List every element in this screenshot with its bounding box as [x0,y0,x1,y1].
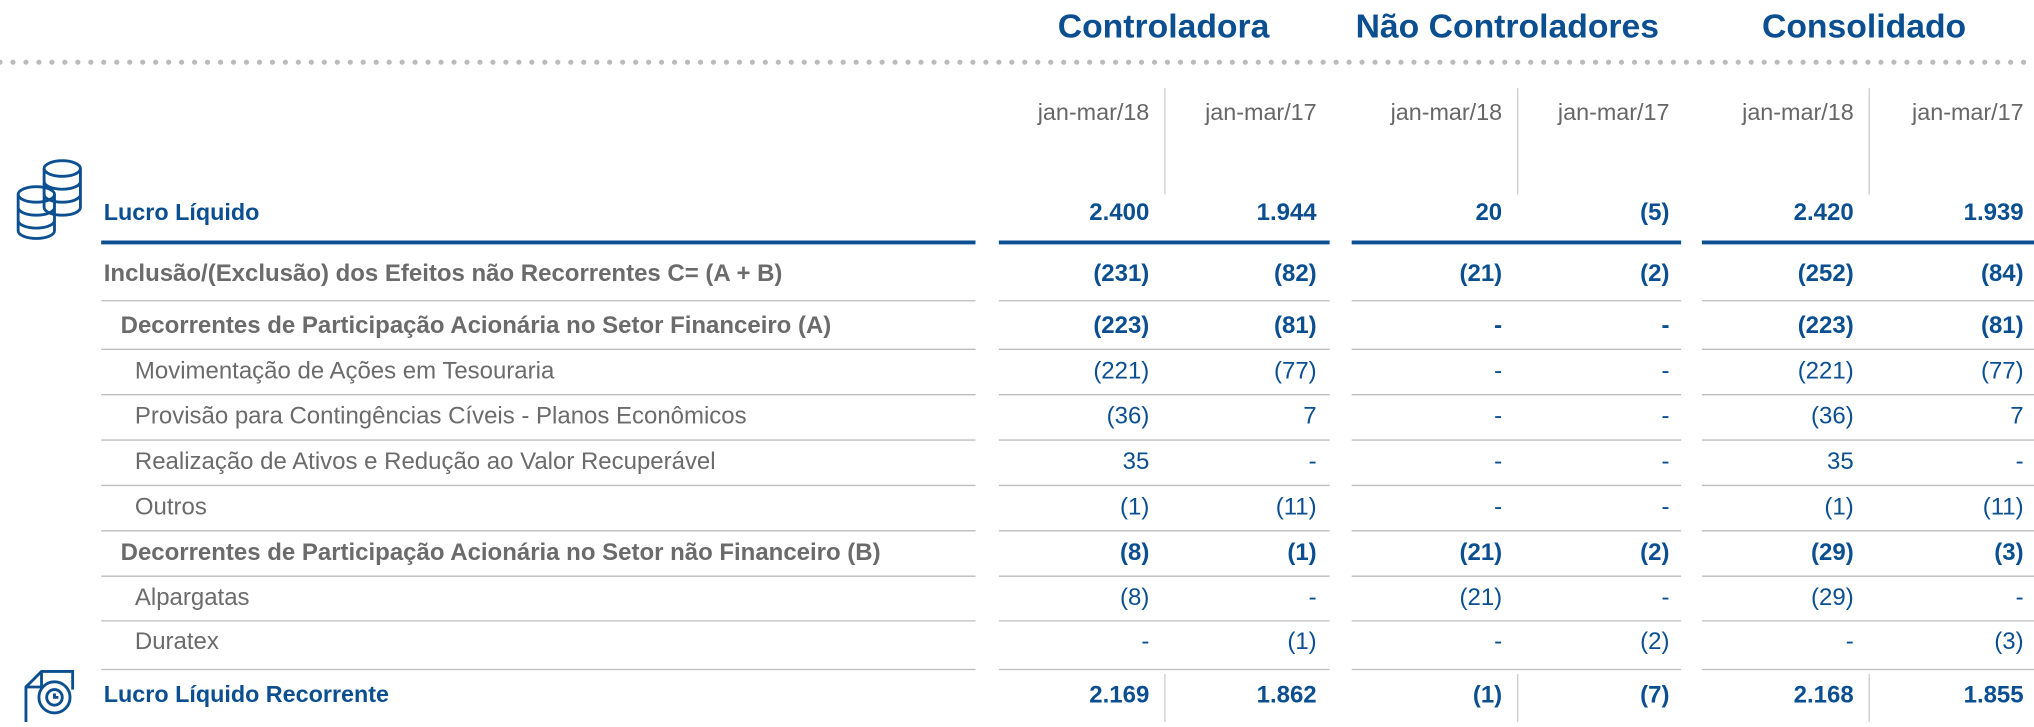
row-label: Decorrentes de Participação Acionária no… [121,539,881,566]
cell-value: - [1309,584,1317,611]
period-header: jan-mar/17 [1911,99,2024,125]
row-label: Decorrentes de Participação Acionária no… [121,312,832,339]
cell-value: 35 [1827,448,1854,475]
cell-value: - [1494,448,1502,475]
row-label: Provisão para Contingências Cíveis - Pla… [135,403,747,430]
cell-value: (82) [1274,260,1317,287]
cell-value: (2) [1640,628,1669,655]
row-label: Alpargatas [135,584,250,611]
cell-value: (84) [1981,260,2024,287]
period-header: jan-mar/18 [1390,99,1503,125]
cell-value: - [1662,403,1670,430]
group-header: Não Controladores [1356,7,1659,45]
cell-value: (36) [1107,403,1150,430]
cell-value: (21) [1460,539,1503,566]
cell-value: (1) [1287,539,1316,566]
cell-value: - [1662,584,1670,611]
cell-value: (1) [1473,681,1502,708]
cell-value: 1.855 [1964,681,2024,708]
cell-value: (8) [1120,539,1149,566]
cell-value: (1) [1824,493,1853,520]
cell-value: (2) [1640,539,1669,566]
cell-value: - [1846,628,1854,655]
cell-value: (77) [1981,357,2024,384]
period-header: jan-mar/17 [1204,99,1317,125]
cell-value: 7 [1303,403,1316,430]
cell-value: (3) [1994,539,2023,566]
cell-value: 1.944 [1257,199,1318,226]
cell-value: 2.400 [1089,199,1149,226]
cell-value: (1) [1287,628,1316,655]
cell-value: - [1141,628,1149,655]
cell-value: - [2016,584,2024,611]
cell-value: (2) [1640,260,1669,287]
row-label: Duratex [135,628,219,655]
period-header: jan-mar/17 [1557,99,1670,125]
cell-value: - [1494,403,1502,430]
row-label: Outros [135,493,207,520]
cell-value: - [1494,312,1502,339]
cell-value: - [1309,448,1317,475]
cell-value: - [1494,357,1502,384]
cell-value: 7 [2010,403,2023,430]
cell-value: (7) [1640,681,1669,708]
cell-value: - [1662,312,1670,339]
row-label: Lucro Líquido Recorrente [104,681,389,707]
cell-value: - [1494,628,1502,655]
cell-value: (29) [1811,584,1854,611]
cell-value: (36) [1811,403,1854,430]
cell-value: 2.420 [1794,199,1854,226]
cell-value: 2.168 [1794,681,1854,708]
period-header: jan-mar/18 [1037,99,1150,125]
group-header: Consolidado [1762,7,1966,45]
cell-value: (3) [1994,628,2023,655]
cell-value: (5) [1640,199,1669,226]
cell-value: (223) [1798,312,1854,339]
cell-value: (221) [1798,357,1854,384]
cell-value: (81) [1981,312,2024,339]
row-label: Lucro Líquido [104,199,260,225]
row-label: Realização de Ativos e Redução ao Valor … [135,448,716,475]
cell-value: 2.169 [1089,681,1149,708]
coins-icon [16,159,82,240]
row-label: Inclusão/(Exclusão) dos Efeitos não Reco… [104,260,783,287]
cell-value: (81) [1274,312,1317,339]
cell-value: (252) [1798,260,1854,287]
cell-value: (1) [1120,493,1149,520]
cell-value: (223) [1093,312,1149,339]
cell-value: - [1662,448,1670,475]
cell-value: - [1494,493,1502,520]
row-label: Movimentação de Ações em Tesouraria [135,357,555,384]
cell-value: (21) [1460,584,1503,611]
period-header: jan-mar/18 [1741,99,1854,125]
group-header: Controladora [1058,7,1270,45]
cell-value: (8) [1120,584,1149,611]
cell-value: 1.939 [1964,199,2024,226]
cell-value: 20 [1475,199,1502,226]
cell-value: (221) [1093,357,1149,384]
cell-value: (29) [1811,539,1854,566]
cell-value: 35 [1123,448,1150,475]
cell-value: 1.862 [1257,681,1317,708]
cell-value: - [1662,357,1670,384]
cell-value: (21) [1460,260,1503,287]
gear-doc-icon [24,670,75,722]
cell-value: (11) [1983,493,2024,520]
cell-value: (231) [1093,260,1149,287]
cell-value: - [2016,448,2024,475]
cell-value: (11) [1276,493,1317,520]
cell-value: - [1662,493,1670,520]
cell-value: (77) [1274,357,1317,384]
